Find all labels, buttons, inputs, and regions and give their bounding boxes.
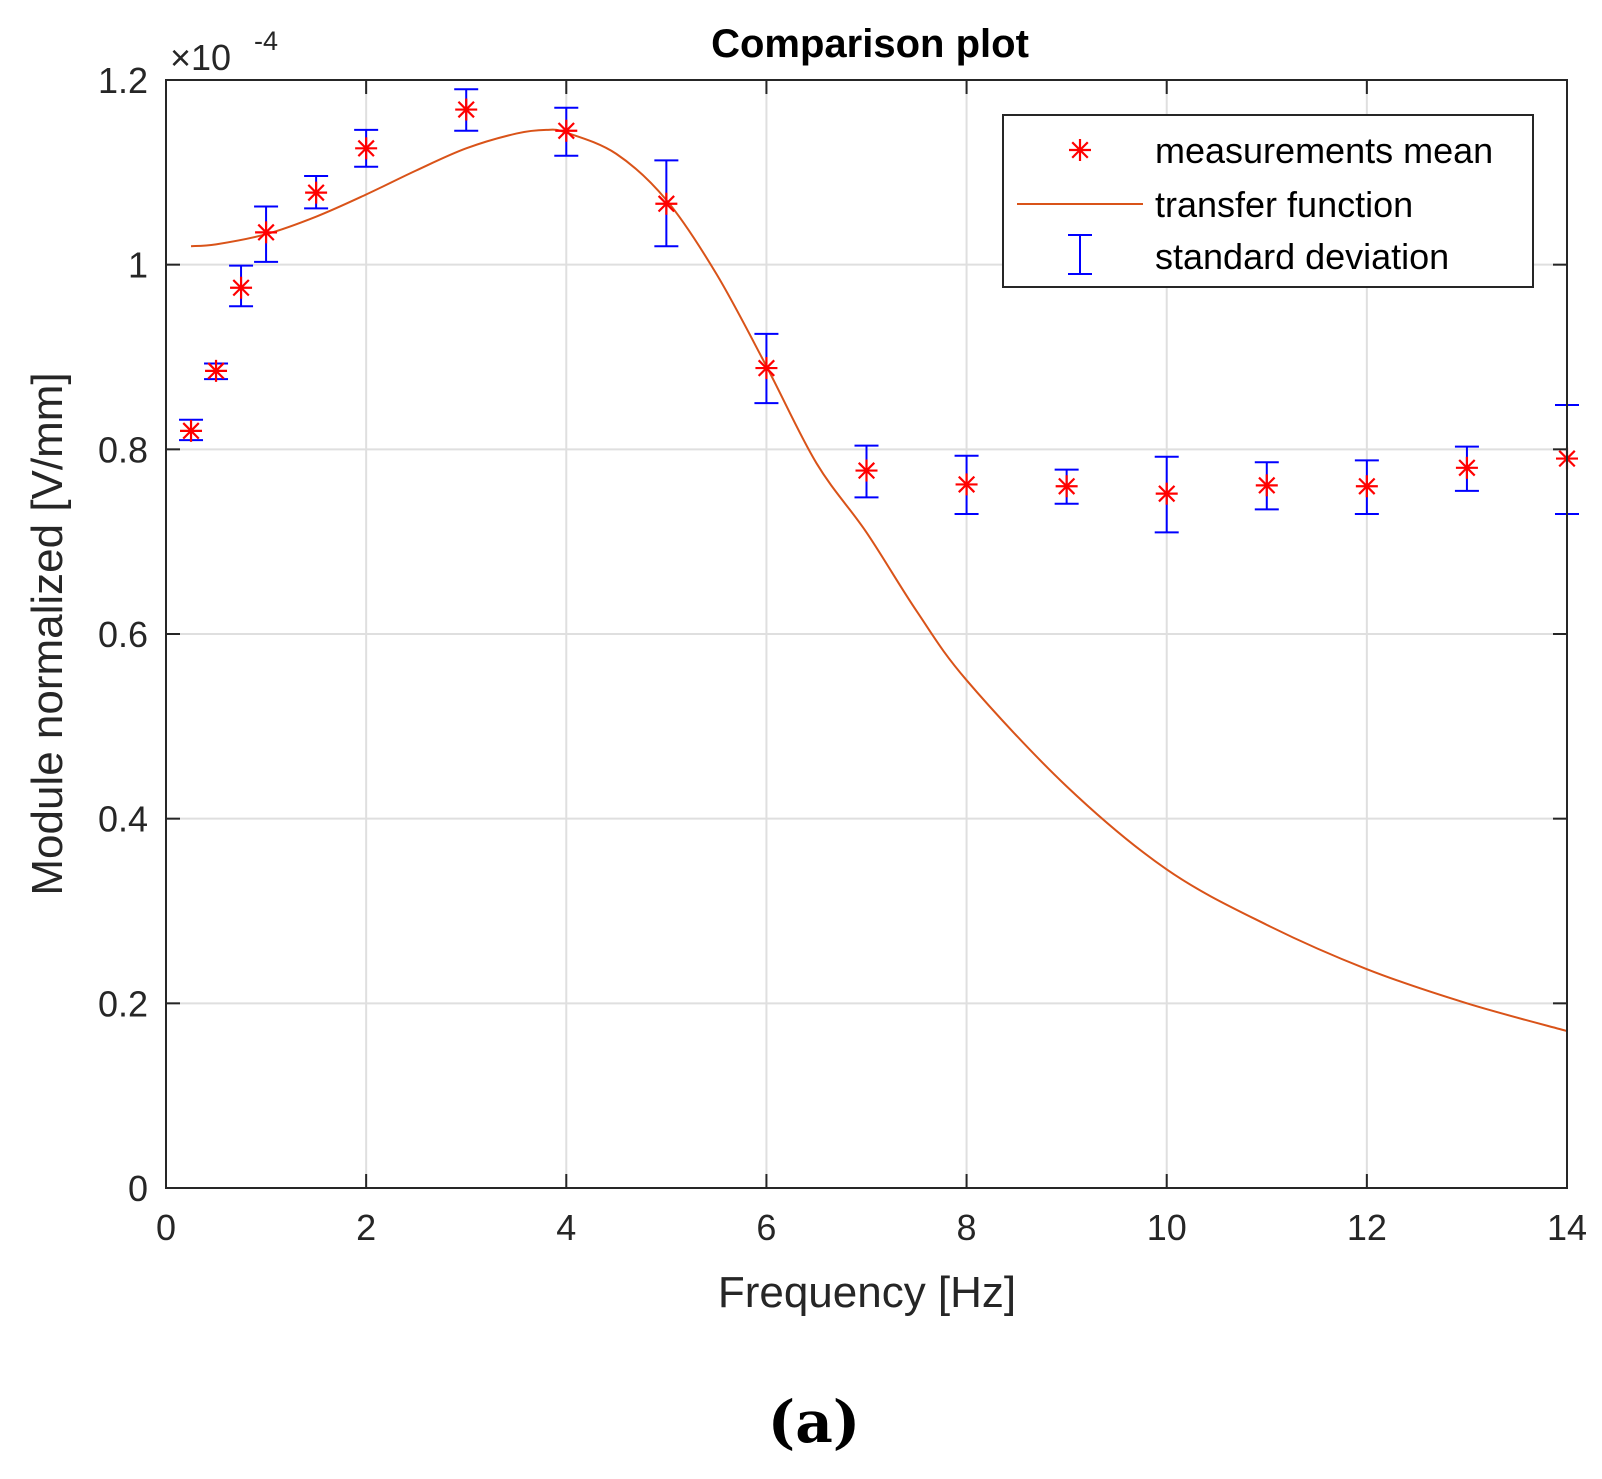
mean-marker xyxy=(205,359,228,382)
y-tick-label: 1.2 xyxy=(98,60,148,101)
x-tick-label: 8 xyxy=(957,1207,977,1248)
x-tick-label: 2 xyxy=(356,1207,376,1248)
mean-marker xyxy=(180,419,203,442)
mean-marker xyxy=(1455,456,1478,479)
mean-marker xyxy=(255,221,278,244)
y-tick-label: 0.8 xyxy=(98,429,148,470)
exponent-base: ×10 xyxy=(170,37,231,78)
x-tick-label: 10 xyxy=(1147,1207,1187,1248)
legend: measurements mean transfer function stan… xyxy=(1002,114,1534,288)
x-tick-label: 12 xyxy=(1347,1207,1387,1248)
mean-marker xyxy=(755,357,778,380)
y-axis-exponent: ×10 -4 xyxy=(170,26,278,78)
mean-marker xyxy=(1355,475,1378,498)
y-tick-label: 0.4 xyxy=(98,799,148,840)
legend-label-transfer-function: transfer function xyxy=(1155,184,1413,225)
mean-marker xyxy=(1055,475,1078,498)
y-axis-label: Module normalized [V/mm] xyxy=(23,372,72,895)
mean-marker xyxy=(230,276,253,299)
legend-box xyxy=(1002,114,1534,288)
transfer-function-line xyxy=(190,128,1568,1032)
y-tick-label: 1 xyxy=(128,245,148,286)
legend-asterisk xyxy=(1069,139,1091,161)
plot-series xyxy=(179,88,1579,1032)
x-axis-label: Frequency [Hz] xyxy=(718,1268,1016,1317)
figure-caption: (a) xyxy=(768,1388,860,1456)
x-tick-label: 4 xyxy=(556,1207,576,1248)
mean-marker xyxy=(855,459,878,482)
y-tick-label: 0.2 xyxy=(98,983,148,1024)
mean-marker xyxy=(455,98,478,121)
mean-marker xyxy=(355,137,378,160)
legend-label-standard-deviation: standard deviation xyxy=(1155,236,1449,277)
legend-label-measurements-mean: measurements mean xyxy=(1155,130,1493,171)
legend-measurements-mean-marker xyxy=(1069,139,1091,161)
mean-marker xyxy=(955,473,978,496)
y-tick-label: 0.6 xyxy=(98,614,148,655)
mean-marker xyxy=(555,119,578,142)
x-tick-label: 0 xyxy=(156,1207,176,1248)
mean-marker xyxy=(655,192,678,215)
mean-marker xyxy=(305,181,328,204)
y-tick-label: 0 xyxy=(128,1168,148,1209)
mean-marker xyxy=(1155,482,1178,505)
legend-standard-deviation-marker xyxy=(1068,234,1092,275)
axes: 0 2 4 6 8 10 12 14 0 0.2 0.4 0.6 0.8 1 1.2 xyxy=(98,60,1587,1248)
x-tick-label: 6 xyxy=(756,1207,776,1248)
mean-marker xyxy=(1255,474,1278,497)
chart-title: Comparison plot xyxy=(711,22,1029,66)
exponent-power: -4 xyxy=(254,26,278,56)
x-tick-label: 14 xyxy=(1547,1207,1587,1248)
